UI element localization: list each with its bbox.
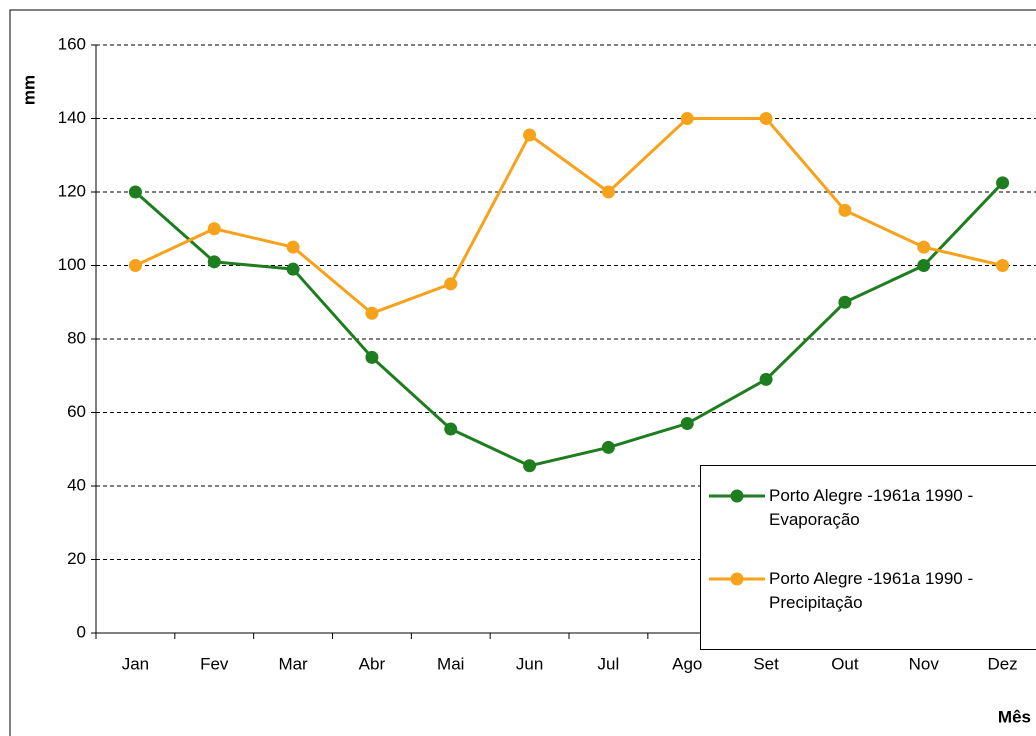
data-point bbox=[601, 440, 615, 454]
legend-marker bbox=[730, 489, 744, 503]
legend-label: Porto Alegre -1961a 1990 - Evaporação bbox=[769, 486, 974, 529]
data-point bbox=[444, 422, 458, 436]
data-point bbox=[917, 259, 931, 272]
data-point bbox=[917, 240, 931, 254]
data-point bbox=[286, 240, 300, 254]
x-tick-label: Jul bbox=[598, 654, 620, 673]
x-tick-label: Fev bbox=[200, 654, 229, 673]
x-tick-label: Ago bbox=[672, 654, 702, 673]
data-point bbox=[365, 350, 379, 364]
y-tick-label: 0 bbox=[77, 622, 86, 641]
x-tick-label: Abr bbox=[359, 654, 386, 673]
data-point bbox=[128, 185, 142, 199]
data-point bbox=[680, 417, 694, 431]
data-point bbox=[286, 262, 300, 276]
legend-marker bbox=[730, 572, 744, 586]
data-point bbox=[838, 295, 852, 309]
data-point bbox=[996, 259, 1010, 272]
y-tick-label: 100 bbox=[58, 255, 86, 274]
y-tick-label: 120 bbox=[58, 181, 86, 200]
data-point bbox=[444, 277, 458, 291]
y-tick-label: 60 bbox=[67, 402, 86, 421]
series-line bbox=[134, 117, 1003, 315]
data-point bbox=[365, 306, 379, 320]
x-tick-label: Jan bbox=[122, 654, 149, 673]
data-point bbox=[523, 459, 537, 473]
y-tick-label: 160 bbox=[58, 34, 86, 53]
legend-symbols bbox=[709, 489, 765, 586]
x-tick-label: Nov bbox=[909, 654, 940, 673]
y-tick-label: 80 bbox=[67, 328, 86, 347]
data-point bbox=[523, 128, 537, 142]
data-point bbox=[680, 112, 694, 125]
data-point bbox=[601, 185, 615, 199]
legend: Porto Alegre -1961a 1990 - Evaporação Por… bbox=[700, 465, 1036, 650]
x-tick-label: Set bbox=[753, 654, 779, 673]
x-tick-label: Out bbox=[831, 654, 859, 673]
x-tick-label: Dez bbox=[987, 654, 1017, 673]
series-line bbox=[134, 181, 1004, 468]
data-point bbox=[759, 112, 773, 125]
y-tick-label: 40 bbox=[67, 475, 86, 494]
data-point bbox=[838, 203, 852, 217]
y-axis-title: mm bbox=[19, 75, 38, 105]
data-point bbox=[996, 176, 1010, 190]
data-point bbox=[759, 372, 773, 386]
data-point bbox=[128, 259, 142, 272]
data-point bbox=[207, 222, 221, 236]
x-tick-label: Jun bbox=[516, 654, 543, 673]
y-tick-label: 20 bbox=[67, 549, 86, 568]
legend-label: Porto Alegre -1961a 1990 - Precipitação bbox=[769, 569, 974, 612]
x-tick-label: Mar bbox=[278, 654, 308, 673]
data-point bbox=[207, 255, 221, 269]
x-axis-title: Mês bbox=[998, 707, 1031, 726]
x-tick-label: Mai bbox=[437, 654, 464, 673]
y-tick-label: 140 bbox=[58, 108, 86, 127]
